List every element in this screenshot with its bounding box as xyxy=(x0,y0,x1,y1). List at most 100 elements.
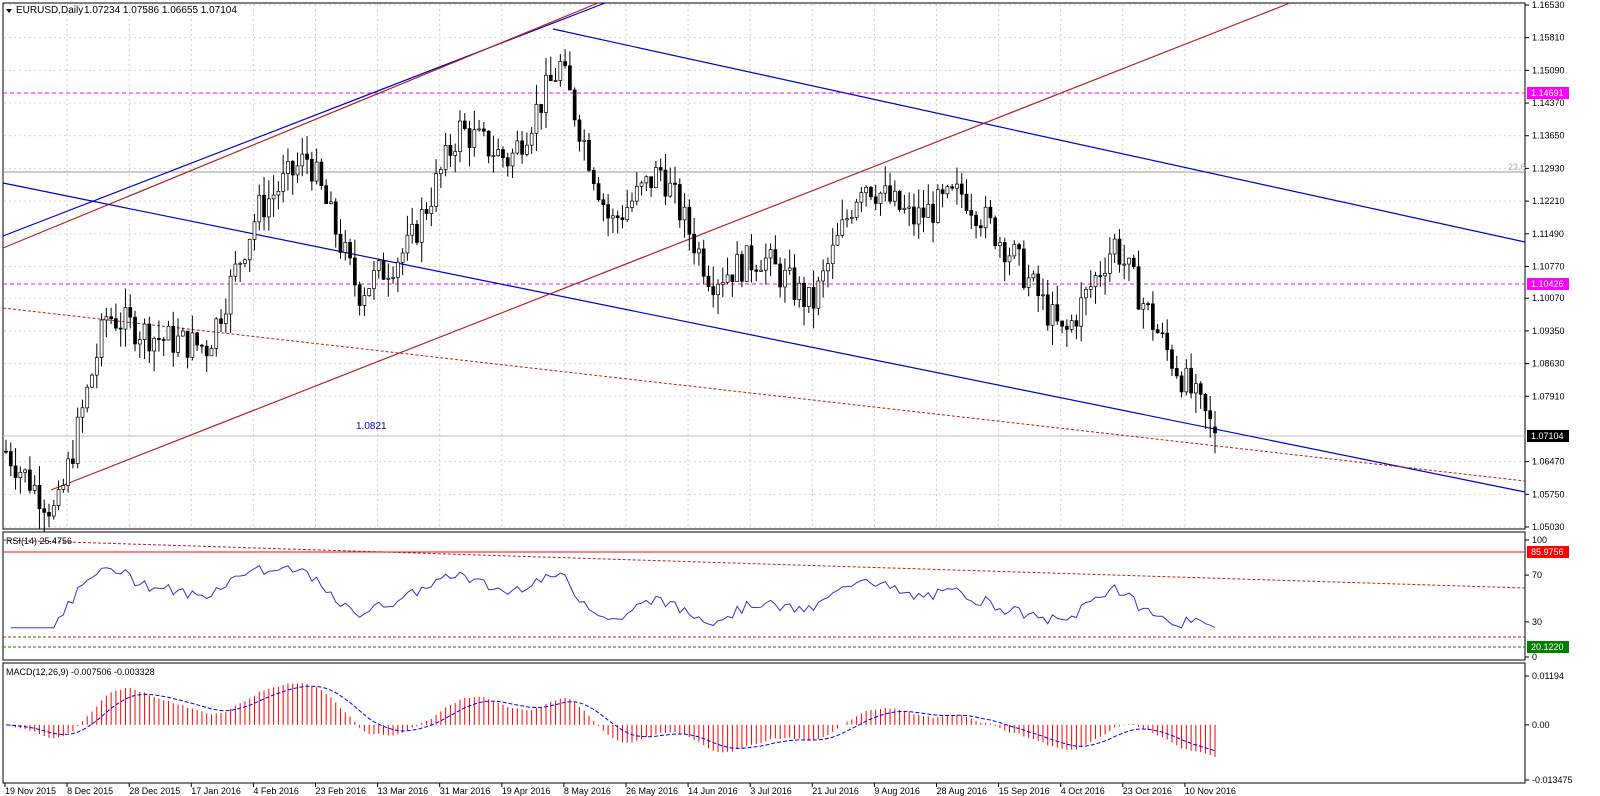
candle-body xyxy=(601,199,606,205)
level-tag-upper-text: 1.14691 xyxy=(1531,88,1564,98)
candle-body xyxy=(209,348,214,357)
candle-body xyxy=(1045,294,1050,326)
price-tick-label: 1.15810 xyxy=(1532,33,1565,43)
candle-body xyxy=(305,153,309,160)
candle-body xyxy=(682,206,687,221)
date-tick-label: 17 Jan 2016 xyxy=(191,786,241,796)
candle-body xyxy=(99,319,104,358)
rsi-upper-tag: 85.9756 xyxy=(1527,546,1569,558)
date-tick-label: 4 Oct 2016 xyxy=(1061,786,1105,796)
symbol-label: EURUSD,Daily xyxy=(16,5,83,16)
date-tick-label: 13 Mar 2016 xyxy=(378,786,429,796)
candle-body xyxy=(783,269,787,288)
candle-body xyxy=(1151,303,1155,330)
candle-body xyxy=(577,119,582,142)
candle-body xyxy=(219,318,223,324)
candle-body xyxy=(897,190,902,210)
date-tick-label: 31 Mar 2016 xyxy=(440,786,491,796)
candle-body xyxy=(123,307,128,330)
candle-body xyxy=(916,207,921,225)
candle-body xyxy=(90,374,94,388)
candle-body xyxy=(854,201,859,218)
annotation-low-label: 1.0821 xyxy=(356,421,387,432)
price-tick-label: 1.14370 xyxy=(1532,98,1565,108)
rsi-tick-label: 70 xyxy=(1532,570,1542,580)
candle-body xyxy=(978,225,983,229)
candle-body xyxy=(587,139,591,171)
candle-body xyxy=(902,207,907,210)
date-tick-label: 23 Oct 2016 xyxy=(1123,786,1172,796)
macd-tick-label: 0.01194 xyxy=(1532,671,1564,681)
rsi-lower-tag: 20.1220 xyxy=(1527,641,1569,653)
candle-body xyxy=(400,252,405,263)
candle-body xyxy=(821,270,826,282)
candle-body xyxy=(974,214,978,227)
candle-body xyxy=(429,205,434,214)
candle-body xyxy=(1026,277,1031,288)
candle-body xyxy=(811,287,816,309)
candle-body xyxy=(768,249,773,259)
candle-body xyxy=(434,173,438,207)
candle-body xyxy=(281,173,286,192)
candle-body xyxy=(424,209,429,214)
macd-tick-label: -0.013475 xyxy=(1532,775,1573,785)
candle-body xyxy=(606,204,610,219)
candle-body xyxy=(1198,383,1203,395)
candle-body xyxy=(1088,286,1093,290)
candle-body xyxy=(1069,320,1074,330)
candle-body xyxy=(214,318,219,349)
candle-body xyxy=(262,194,266,218)
candle-body xyxy=(935,189,940,223)
candle-body xyxy=(1041,294,1045,297)
candle-body xyxy=(563,61,567,67)
candle-body xyxy=(945,186,950,195)
candle-body xyxy=(668,182,673,197)
candle-body xyxy=(1117,238,1122,265)
price-tick-label: 1.13650 xyxy=(1532,131,1565,141)
candle-body xyxy=(1074,320,1079,327)
date-tick-label: 4 Feb 2016 xyxy=(253,786,299,796)
date-tick-label: 28 Dec 2015 xyxy=(129,786,180,796)
candle-body xyxy=(1141,303,1146,310)
candle-body xyxy=(639,182,644,187)
candle-body xyxy=(744,245,749,282)
date-axis: 19 Nov 2015 8 Dec 2015 28 Dec 2015 17 Jan 2… xyxy=(4,783,1236,796)
candle-body xyxy=(314,161,319,182)
candle-body xyxy=(572,89,577,121)
candle-body xyxy=(735,254,739,283)
candle-body xyxy=(701,248,706,277)
candle-body xyxy=(1174,368,1179,377)
candle-body xyxy=(1170,349,1174,369)
channel-red-dotted xyxy=(2,307,1526,482)
triangle-down-icon[interactable] xyxy=(6,9,12,13)
candle-body xyxy=(367,288,372,296)
candle-body xyxy=(329,201,333,205)
candle-body xyxy=(826,263,830,272)
candle-body xyxy=(1203,393,1208,412)
candle-body xyxy=(1084,289,1088,299)
candle-body xyxy=(548,74,553,82)
candle-body xyxy=(611,215,615,219)
date-tick-label: 3 Jul 2016 xyxy=(750,786,792,796)
candle-body xyxy=(252,221,257,240)
candle-body xyxy=(66,458,70,486)
candle-body xyxy=(1031,273,1036,279)
candle-body xyxy=(706,275,711,287)
candle-body xyxy=(816,280,821,309)
candle-body xyxy=(195,332,199,346)
candle-body xyxy=(620,217,625,220)
candle-body xyxy=(510,152,515,167)
current-price-tag: 1.07104 xyxy=(1527,430,1569,442)
candle-body xyxy=(1194,383,1198,394)
candle-body xyxy=(247,239,252,261)
candle-body xyxy=(238,262,243,265)
candle-body xyxy=(959,183,964,195)
candle-body xyxy=(926,203,931,218)
candle-body xyxy=(558,61,563,81)
candle-body xyxy=(1108,253,1112,274)
candle-body xyxy=(845,218,849,221)
candle-body xyxy=(1131,257,1136,268)
candle-body xyxy=(75,416,80,464)
date-tick-label: 8 Dec 2015 xyxy=(67,786,113,796)
candle-body xyxy=(730,274,735,283)
